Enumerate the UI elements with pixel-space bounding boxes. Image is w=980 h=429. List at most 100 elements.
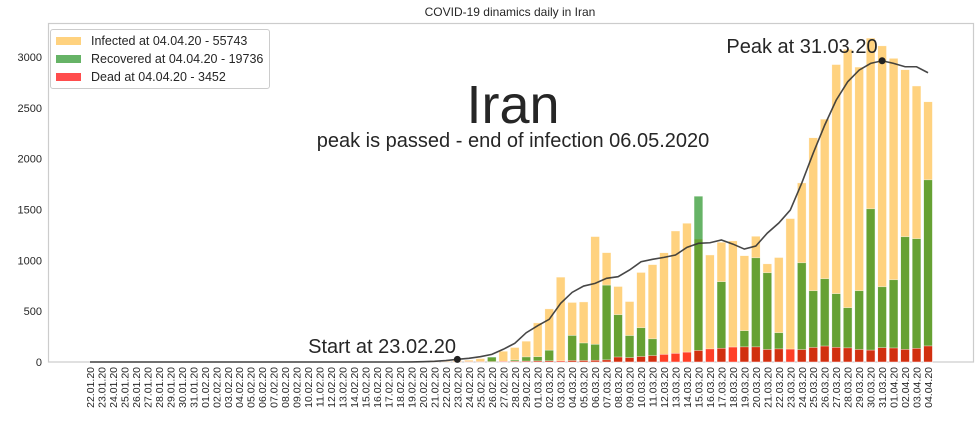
recovered-bar (568, 335, 577, 362)
dead-bar (797, 350, 806, 362)
x-tick-label: 22.03.20 (774, 367, 786, 408)
x-tick-label: 04.04.20 (923, 367, 935, 408)
annotation-peak: Peak at 31.03.20 (726, 36, 877, 58)
x-tick-label: 02.03.20 (544, 367, 556, 408)
legend-label-dead: Dead at 04.04.20 - 3452 (91, 70, 226, 84)
x-tick-label: 15.03.20 (693, 367, 705, 408)
x-tick-label: 04.02.20 (234, 367, 246, 408)
x-tick-label: 29.01.20 (165, 367, 177, 408)
dead-bar (591, 360, 600, 362)
dead-bar (809, 347, 818, 362)
dead-bar (660, 354, 669, 362)
x-tick-label: 03.02.20 (223, 367, 235, 408)
infected-bar (556, 277, 565, 362)
x-tick-label: 25.03.20 (808, 367, 820, 408)
x-tick-label: 24.01.20 (108, 367, 120, 408)
dead-bar (717, 348, 726, 362)
recovered-bar (924, 180, 933, 362)
legend-item-recovered: Recovered at 04.04.20 - 19736 (56, 50, 263, 68)
x-tick-label: 25.02.20 (475, 367, 487, 408)
infected-bar (728, 241, 737, 362)
x-tick-label: 09.03.20 (625, 367, 637, 408)
y-tick-label: 1500 (18, 205, 42, 217)
x-tick-label: 26.02.20 (487, 367, 499, 408)
dead-bar (533, 361, 542, 362)
x-tick-label: 22.01.20 (85, 367, 97, 408)
x-tick-label: 17.02.20 (383, 367, 395, 408)
x-tick-label: 07.03.20 (602, 367, 614, 408)
x-tick-label: 16.03.20 (705, 367, 717, 408)
x-tick-label: 23.03.20 (785, 367, 797, 408)
x-tick-label: 01.02.20 (200, 367, 212, 408)
x-tick-label: 28.03.20 (843, 367, 855, 408)
x-tick-label: 04.03.20 (567, 367, 579, 408)
infected-bar (591, 237, 600, 362)
x-tick-label: 23.02.20 (452, 367, 464, 408)
x-tick-label: 27.01.20 (142, 367, 154, 408)
dead-bar (556, 361, 565, 362)
x-tick-label: 10.02.20 (303, 367, 315, 408)
x-tick-label: 13.02.20 (338, 367, 350, 408)
recovered-bar (901, 237, 910, 362)
x-tick-label: 02.04.20 (900, 367, 912, 408)
recovered-bar (694, 196, 703, 362)
x-tick-label: 31.01.20 (188, 367, 200, 408)
x-tick-label: 11.02.20 (315, 367, 327, 407)
x-tick-label: 24.02.20 (464, 367, 476, 408)
x-tick-label: 19.02.20 (406, 367, 418, 408)
dead-bar (751, 347, 760, 362)
legend: Infected at 04.04.20 - 55743 Recovered a… (50, 29, 270, 89)
infected-bar (671, 231, 680, 362)
x-tick-label: 05.02.20 (246, 367, 258, 408)
dead-bar (579, 360, 588, 362)
legend-swatch-dead (56, 73, 81, 81)
x-tick-label: 14.02.20 (349, 367, 361, 408)
legend-label-infected: Infected at 04.04.20 - 55743 (91, 34, 247, 48)
x-tick-label: 20.03.20 (751, 367, 763, 408)
chart-title: COVID-19 dinamics daily in Iran (425, 5, 596, 19)
recovered-bar (912, 239, 921, 362)
dead-bar (522, 361, 531, 362)
x-tick-label: 27.02.20 (498, 367, 510, 408)
dead-bar (637, 357, 646, 362)
recovered-bar (751, 258, 760, 362)
x-tick-label: 14.03.20 (682, 367, 694, 408)
recovered-bar (591, 344, 600, 362)
legend-item-infected: Infected at 04.04.20 - 55743 (56, 32, 263, 50)
x-tick-label: 13.03.20 (670, 367, 682, 408)
x-tick-label: 31.03.20 (877, 367, 889, 408)
x-tick-label: 29.02.20 (521, 367, 533, 408)
dead-bar (912, 348, 921, 362)
x-tick-label: 05.03.20 (579, 367, 591, 408)
legend-swatch-infected (56, 37, 81, 45)
legend-item-dead: Dead at 04.04.20 - 3452 (56, 68, 263, 86)
recovered-bar (797, 263, 806, 362)
dead-bar (683, 352, 692, 362)
dead-bar (728, 347, 737, 362)
x-tick-label: 10.03.20 (636, 367, 648, 408)
dead-bar (568, 360, 577, 362)
dead-bar (602, 360, 611, 362)
dead-bar (855, 349, 864, 362)
dead-bar (820, 346, 829, 362)
recovered-bar (545, 350, 554, 362)
x-tick-label: 17.03.20 (716, 367, 728, 408)
x-tick-label: 18.02.20 (395, 367, 407, 408)
x-tick-label: 18.03.20 (728, 367, 740, 408)
x-tick-label: 11.03.20 (648, 367, 660, 407)
infected-bar (499, 351, 508, 362)
dead-bar (843, 348, 852, 362)
infected-bar (660, 253, 669, 362)
infected-bar (683, 223, 692, 362)
dead-bar (878, 348, 887, 362)
x-tick-label: 09.02.20 (292, 367, 304, 408)
y-tick-label: 1000 (18, 255, 42, 267)
dead-bar (832, 347, 841, 362)
x-tick-label: 15.02.20 (361, 367, 373, 408)
dead-bar (648, 356, 657, 362)
dead-bar (671, 353, 680, 362)
x-tick-label: 26.01.20 (131, 367, 143, 408)
recovered-bar (614, 315, 623, 362)
dead-bar (901, 349, 910, 362)
